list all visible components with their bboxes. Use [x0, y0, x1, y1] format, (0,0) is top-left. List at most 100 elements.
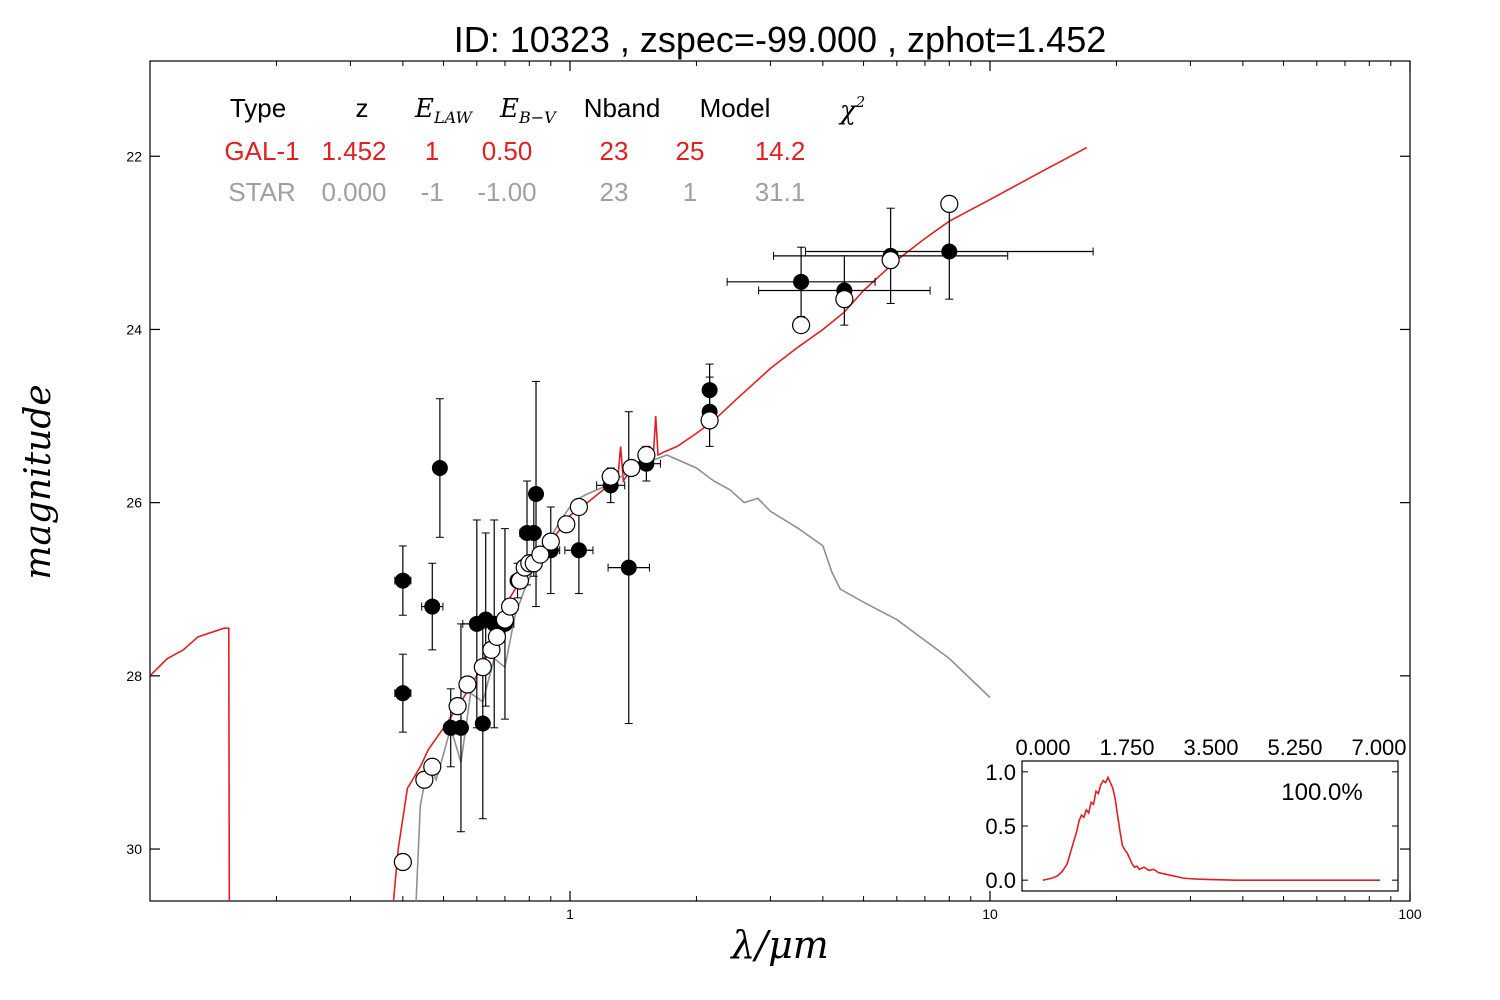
- model-line-gal-1-1: [392, 146, 1088, 901]
- model-point: [835, 290, 854, 309]
- y-tick-label: 28: [126, 668, 142, 684]
- model-marker: [637, 445, 656, 465]
- inset-x-tick-label: 1.750: [1099, 735, 1154, 760]
- model-point: [791, 316, 811, 335]
- photoz-pdf-inset: 0.000 1.750 3.500 5.250 7.000 1.0 0.5 0.0 100.0…: [985, 735, 1406, 893]
- model-marker: [393, 852, 412, 872]
- observed-point: [452, 623, 469, 833]
- observed-marker: [424, 598, 441, 615]
- x-axis-label: λ/μm: [729, 923, 829, 967]
- model-point: [448, 697, 467, 716]
- inset-y-tick-label: 1.0: [985, 760, 1016, 785]
- main-plot-frame: [149, 60, 1411, 902]
- table-header-ebv: EB−V: [499, 94, 557, 127]
- model-point: [940, 194, 959, 213]
- table-cell-star: STAR: [228, 177, 295, 207]
- table-cell-star: 23: [600, 177, 629, 207]
- table-cell-gal-1: 1.452: [321, 136, 386, 166]
- model-point: [569, 497, 588, 517]
- model-point: [473, 658, 492, 677]
- y-tick-label: 26: [126, 495, 142, 511]
- model-marker: [700, 411, 719, 430]
- model-point: [500, 597, 520, 616]
- model-marker: [448, 697, 467, 716]
- model-marker: [622, 458, 641, 478]
- table-header-elaw: ELAW: [414, 94, 474, 127]
- table-header: Nband: [584, 93, 661, 123]
- y-tick-label: 22: [126, 148, 142, 164]
- inset-x-tick-label: 3.500: [1183, 735, 1238, 760]
- table-header-chi2: χ2: [838, 93, 865, 126]
- observed-marker: [793, 273, 810, 290]
- table-cell-gal-1: 23: [600, 136, 629, 166]
- model-point: [541, 532, 560, 551]
- observed-marker: [394, 685, 411, 702]
- inset-x-tick-label: 0.000: [1015, 735, 1070, 760]
- model-point: [700, 411, 719, 430]
- table-header: Type: [230, 93, 286, 123]
- model-marker: [835, 290, 854, 309]
- model-marker: [569, 497, 588, 517]
- inset-x-tick-label: 7.000: [1351, 735, 1406, 760]
- model-marker: [791, 316, 811, 335]
- model-line-star-2: [415, 454, 991, 901]
- observed-point: [394, 545, 412, 616]
- observed-point: [421, 562, 444, 651]
- table-header: Model: [700, 93, 771, 123]
- chart-title: ID: 10323 , zspec=-99.000 , zphot=1.452: [454, 19, 1106, 60]
- y-axis-label: magnitude: [18, 384, 59, 579]
- x-tick-label: 10: [982, 906, 998, 922]
- table-cell-star: 0.000: [321, 177, 386, 207]
- model-point: [531, 545, 550, 564]
- y-tick-label: 24: [126, 321, 142, 337]
- model-marker: [601, 467, 620, 486]
- table-cell-star: 1: [683, 177, 697, 207]
- observed-point: [726, 246, 876, 317]
- observed-marker: [570, 542, 587, 559]
- model-marker: [531, 545, 550, 564]
- table-cell-gal-1: 14.2: [755, 136, 806, 166]
- model-marker: [415, 770, 434, 789]
- observed-marker: [452, 719, 469, 736]
- table-cell-gal-1: 1: [425, 136, 439, 166]
- model-point: [415, 770, 434, 789]
- main-plot-area: [150, 146, 1094, 901]
- observed-marker: [394, 572, 411, 589]
- table-cell-star: -1.00: [477, 177, 536, 207]
- table-cell-gal-1: 0.50: [482, 136, 533, 166]
- table-header: z: [356, 93, 369, 123]
- pdf-line: [1042, 775, 1380, 881]
- x-tick-label: 100: [1398, 906, 1422, 922]
- model-marker: [541, 532, 560, 551]
- model-point: [458, 675, 477, 694]
- model-marker: [940, 194, 959, 213]
- inset-annotation: 100.0%: [1281, 779, 1362, 806]
- model-point: [487, 627, 507, 646]
- inset-x-tick-label: 5.250: [1267, 735, 1322, 760]
- table-cell-gal-1: GAL-1: [224, 136, 299, 166]
- model-marker: [423, 757, 442, 776]
- main-axes: 1 10 100 22 24 26 28 30: [126, 61, 1422, 922]
- x-tick-label: 1: [566, 906, 574, 922]
- fit-results-table: Type z Nband Model ELAW EB−V χ2 GAL-1 1.452 1 0.50…: [224, 93, 865, 207]
- inset-y-tick-label: 0.0: [985, 868, 1016, 893]
- observed-marker: [431, 460, 448, 477]
- model-point: [637, 445, 656, 465]
- model-marker: [458, 675, 477, 694]
- observed-marker: [528, 485, 545, 502]
- observed-point: [431, 398, 448, 538]
- model-marker: [557, 515, 576, 534]
- model-marker: [881, 251, 900, 270]
- model-marker: [487, 627, 507, 646]
- y-tick-label: 30: [126, 841, 142, 857]
- table-cell-star: 31.1: [755, 177, 806, 207]
- observed-point: [394, 653, 412, 733]
- table-cell-star: -1: [420, 177, 443, 207]
- observed-marker: [620, 559, 637, 576]
- model-point: [557, 515, 576, 534]
- model-point: [601, 467, 620, 486]
- model-point: [393, 852, 412, 872]
- model-point: [622, 458, 641, 478]
- model-point: [423, 757, 442, 776]
